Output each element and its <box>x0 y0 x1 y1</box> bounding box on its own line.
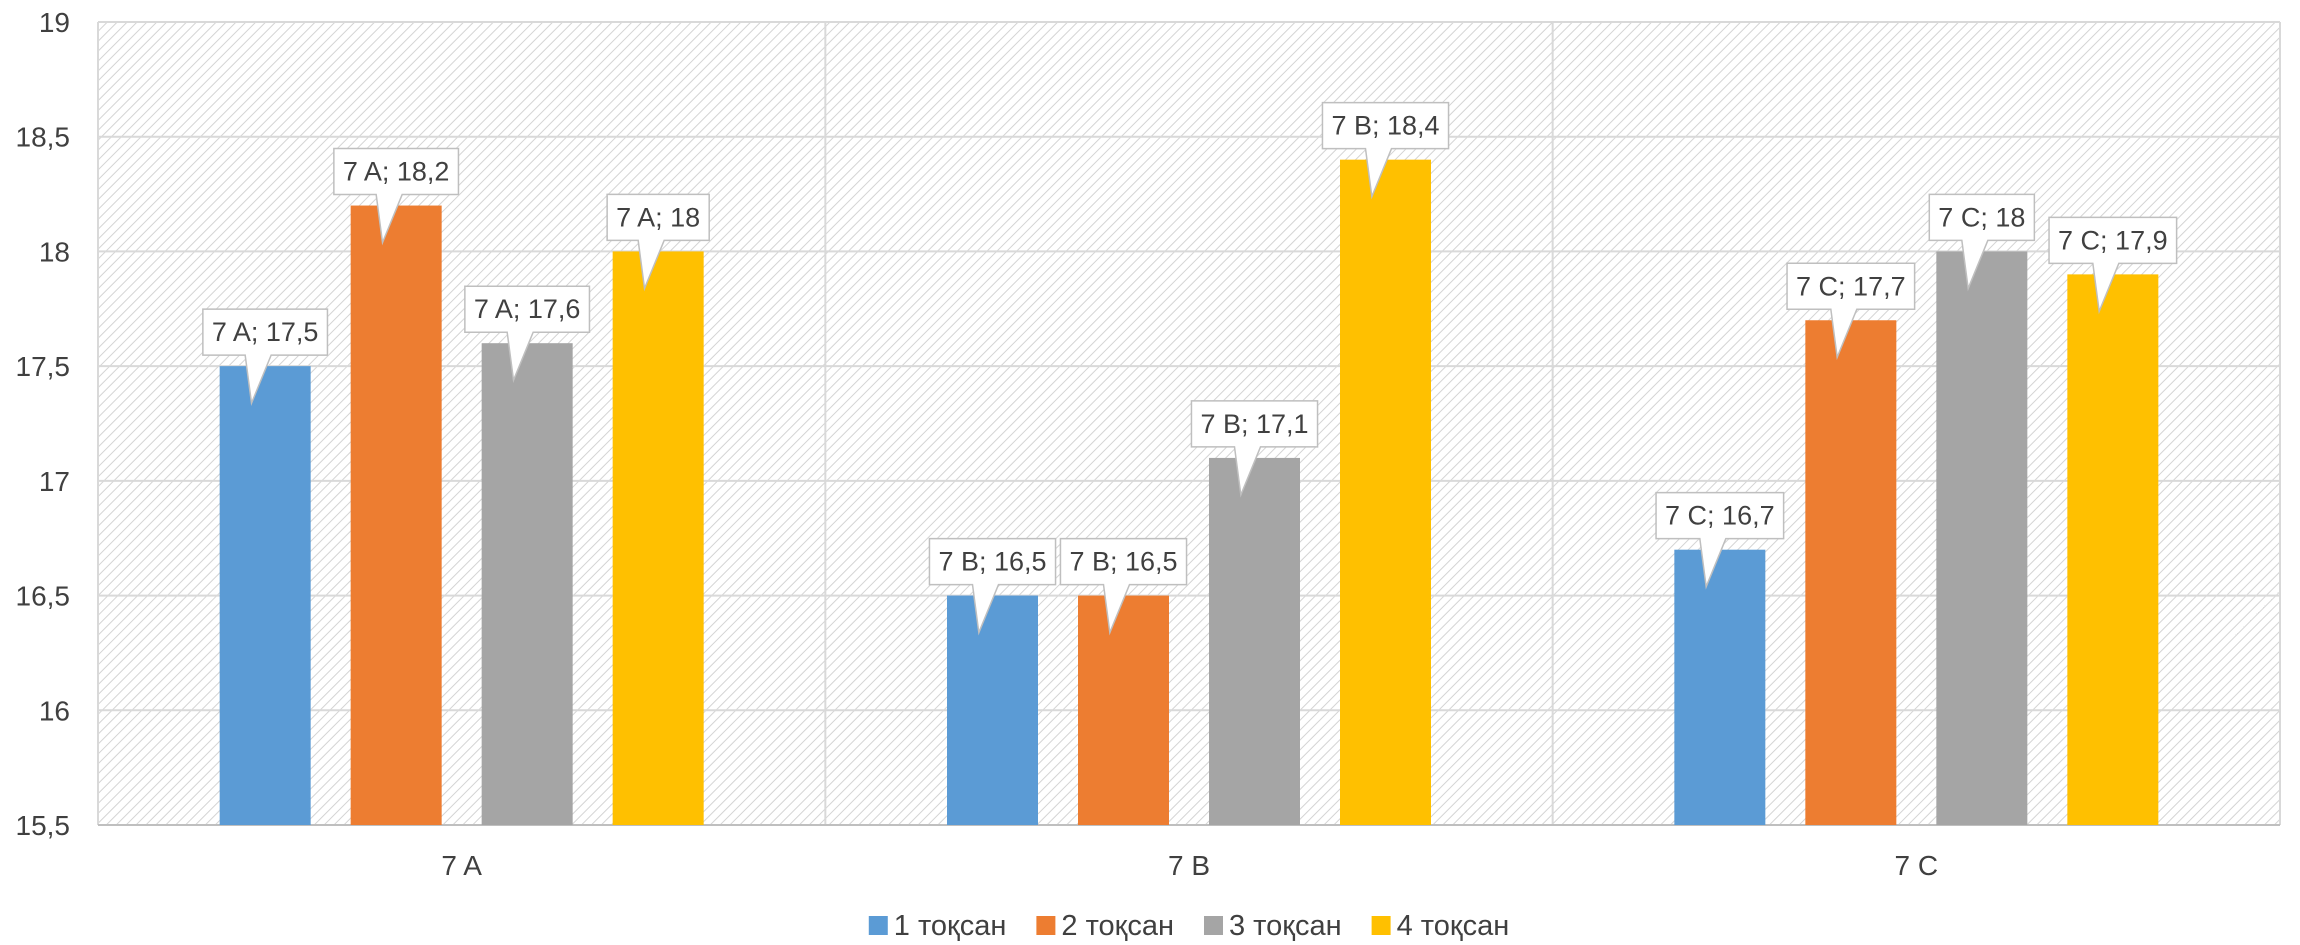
bar <box>1340 159 1431 825</box>
legend-label: 1 тоқсан <box>894 910 1007 942</box>
legend-label: 2 тоқсан <box>1061 910 1174 942</box>
y-tick-label: 18 <box>39 236 70 267</box>
svg-text:7 B; 18,4: 7 B; 18,4 <box>1331 111 1439 141</box>
x-category-label: 7 B <box>1168 850 1210 881</box>
data-label: 7 B; 16,5 <box>1059 537 1188 636</box>
legend-item: 1 тоқсан <box>868 910 1007 942</box>
y-tick-label: 17 <box>39 466 70 497</box>
legend-label: 4 тоқсан <box>1397 910 1510 942</box>
data-label: 7 C; 17,9 <box>2048 216 2178 315</box>
bar <box>2067 274 2159 825</box>
x-category-label: 7 A <box>441 850 482 881</box>
svg-text:7 B; 16,5: 7 B; 16,5 <box>1069 547 1177 577</box>
data-label: 7 B; 16,5 <box>928 537 1057 636</box>
bar <box>1674 549 1766 825</box>
bar <box>219 366 311 825</box>
data-label: 7 A; 18,2 <box>333 147 460 246</box>
data-label: 7 A; 17,6 <box>464 285 591 384</box>
data-label: 7 A; 17,5 <box>202 308 329 407</box>
svg-text:7 C; 17,9: 7 C; 17,9 <box>2058 225 2168 255</box>
svg-text:7 B; 17,1: 7 B; 17,1 <box>1200 409 1308 439</box>
x-category-label: 7 C <box>1895 850 1939 881</box>
legend-label: 3 тоқсан <box>1229 910 1342 942</box>
plot-area <box>98 22 2280 825</box>
y-tick-label: 15,5 <box>16 810 71 841</box>
legend-swatch <box>1371 916 1391 935</box>
y-tick-label: 19 <box>39 7 70 38</box>
legend-swatch <box>1204 916 1223 935</box>
bar <box>350 205 442 826</box>
data-label: 7 C; 18 <box>1928 193 2036 292</box>
svg-text:7 A; 18,2: 7 A; 18,2 <box>343 157 450 187</box>
svg-text:7 A; 17,6: 7 A; 17,6 <box>474 294 581 324</box>
legend-item: 4 тоқсан <box>1371 910 1510 942</box>
legend-item: 2 тоқсан <box>1036 910 1174 942</box>
bar <box>1078 595 1169 825</box>
svg-text:7 B; 16,5: 7 B; 16,5 <box>938 547 1046 577</box>
legend-swatch <box>868 916 888 935</box>
data-label: 7 C; 17,7 <box>1786 262 1916 361</box>
svg-text:7 C; 18: 7 C; 18 <box>1938 202 2025 232</box>
data-label: 7 B; 17,1 <box>1190 400 1319 498</box>
bar <box>1209 457 1300 825</box>
bar <box>481 343 573 825</box>
bar <box>1805 320 1897 825</box>
data-label: 7 B; 18,4 <box>1321 101 1450 200</box>
svg-text:7 A; 18: 7 A; 18 <box>616 202 700 232</box>
legend-item: 3 тоқсан <box>1204 910 1342 942</box>
bar <box>1936 251 2028 825</box>
data-label: 7 C; 16,7 <box>1655 491 1785 590</box>
bar <box>947 595 1038 825</box>
legend-swatch <box>1036 916 1056 935</box>
svg-text:7 A; 17,5: 7 A; 17,5 <box>212 317 319 347</box>
y-tick-label: 16 <box>39 695 70 726</box>
y-tick-label: 16,5 <box>16 581 71 612</box>
y-tick-label: 17,5 <box>16 351 71 382</box>
svg-text:7 C; 16,7: 7 C; 16,7 <box>1665 501 1775 531</box>
data-label: 7 A; 18 <box>606 193 710 292</box>
bar <box>612 251 704 825</box>
svg-text:7 C; 17,7: 7 C; 17,7 <box>1796 271 1906 301</box>
y-tick-label: 18,5 <box>16 122 71 153</box>
